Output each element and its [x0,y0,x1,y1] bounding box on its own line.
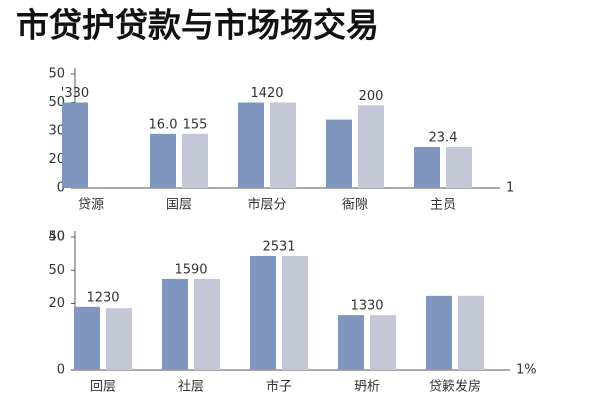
bar [414,146,440,188]
x-tick-label: 回层 [90,380,116,395]
x-tick-label: 贷源 [78,198,104,213]
y-tick-label: 50 [48,263,65,278]
y-tick-label: 50 [48,95,65,110]
annotation: '330 [61,86,89,101]
bar [194,278,220,370]
bar [358,105,384,188]
bar [150,133,176,188]
y-tick-label: 20 [48,152,65,167]
annotation: 16.0 [149,117,178,132]
bar [62,102,88,188]
bar [426,295,452,370]
x-tick-label: 贷簌发房 [429,379,481,395]
bar [106,308,132,370]
bar [270,102,296,188]
bar [458,295,484,370]
y-tick-label: 20 [48,296,65,311]
annotation: 1230 [86,290,119,305]
annotation: 23.4 [429,130,458,145]
y-tick-label: 0 [57,363,65,378]
x-tick-label: 市层分 [247,197,286,213]
bar [182,133,208,188]
annotation: 155 [183,117,208,132]
x-tick-label: 主员 [430,198,456,213]
bar [238,102,264,188]
y-tick-label: 40 [48,230,65,245]
bar [162,278,188,370]
annotation: 1420 [250,86,283,101]
bar [282,255,308,370]
y-tick-label: 50 [48,230,65,245]
annotation: 1590 [174,262,207,277]
annotation: 1330 [350,299,383,314]
annotation: 2531 [262,239,295,254]
x-tick-label: 社层 [178,379,204,395]
bar [446,146,472,188]
x-tick-label: 玬析 [354,380,380,395]
y-tick-label: 50 [48,67,65,82]
bar [74,306,100,370]
bar [338,315,364,370]
x-tick-label: 市子 [266,379,292,395]
y-tick-label: 0 [57,181,65,196]
y-tick-label: 30 [48,124,65,139]
x-tick-label: 国层 [166,198,192,213]
bar [326,119,352,188]
chart-title: 市贷护贷款与市场场交易 [16,6,379,45]
bar [250,255,276,370]
axis-end-label: 1 [506,181,514,196]
annotation: 200 [359,89,384,104]
axis-end-label: 1% [516,363,537,378]
bar [370,315,396,370]
x-tick-label: 衙隙 [342,198,368,213]
